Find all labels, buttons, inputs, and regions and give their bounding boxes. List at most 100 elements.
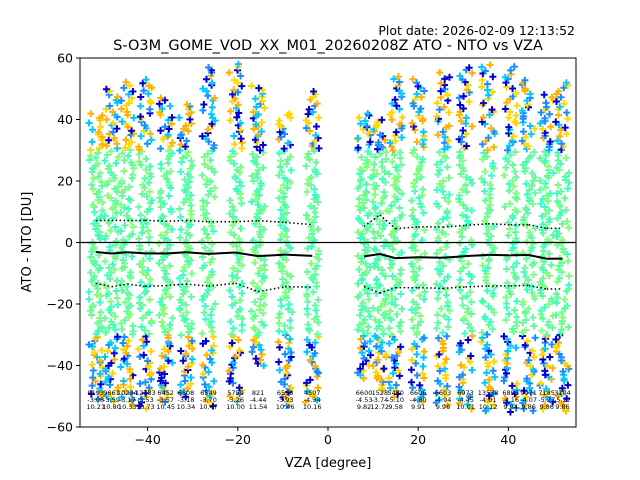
bin-std-label: 10.12 xyxy=(479,403,498,411)
data-point xyxy=(183,384,191,392)
data-point xyxy=(511,168,519,176)
data-point xyxy=(158,318,166,326)
data-point xyxy=(235,109,243,117)
bin-count-label: 5480 xyxy=(387,389,404,397)
data-point xyxy=(207,318,215,326)
data-point xyxy=(542,224,550,232)
data-point xyxy=(521,264,529,272)
y-tick-label: −60 xyxy=(47,420,73,435)
data-point xyxy=(486,190,494,198)
y-tick-label: 0 xyxy=(65,235,73,250)
data-point xyxy=(540,91,548,99)
data-point xyxy=(444,91,452,99)
data-point xyxy=(410,179,418,187)
data-point xyxy=(531,224,539,232)
data-point xyxy=(307,223,315,231)
data-point xyxy=(541,148,549,156)
data-point xyxy=(483,287,491,295)
data-point xyxy=(286,324,294,332)
data-point xyxy=(483,230,491,238)
data-point xyxy=(363,224,371,232)
data-point xyxy=(362,188,370,196)
data-point xyxy=(541,367,549,375)
data-point xyxy=(463,292,471,300)
data-point xyxy=(205,368,213,376)
data-point xyxy=(520,213,528,221)
data-point xyxy=(164,116,172,124)
data-point xyxy=(436,258,444,266)
data-point xyxy=(522,316,530,324)
bin-mean-label: -3.74 xyxy=(371,396,388,404)
data-point xyxy=(97,308,105,316)
data-point xyxy=(140,351,148,359)
bin-count-label: 6452 xyxy=(157,389,174,397)
data-point xyxy=(485,134,493,142)
bin-count-label: 6606 xyxy=(410,389,427,397)
data-point xyxy=(523,286,531,294)
data-point xyxy=(124,205,132,213)
data-point xyxy=(168,139,176,147)
data-point xyxy=(109,128,117,136)
data-point xyxy=(157,231,165,239)
data-point xyxy=(228,293,236,301)
data-point xyxy=(362,180,370,188)
data-point xyxy=(489,290,497,298)
data-point xyxy=(528,283,536,291)
data-point xyxy=(313,262,321,270)
data-point xyxy=(443,240,451,248)
data-point xyxy=(207,178,215,186)
data-point xyxy=(98,112,106,120)
data-point xyxy=(466,288,474,296)
data-point xyxy=(198,237,206,245)
data-point xyxy=(356,321,364,329)
data-point xyxy=(119,339,127,347)
data-point xyxy=(315,114,323,122)
data-point xyxy=(537,379,545,387)
data-point xyxy=(393,237,401,245)
data-point xyxy=(539,125,547,133)
data-point xyxy=(420,374,428,382)
data-point xyxy=(362,196,370,204)
data-point xyxy=(440,152,448,160)
data-point xyxy=(505,129,513,137)
data-point xyxy=(546,189,554,197)
data-point xyxy=(557,399,565,407)
data-point xyxy=(247,307,255,315)
data-point xyxy=(177,225,185,233)
data-point xyxy=(248,172,256,180)
data-point xyxy=(126,302,134,310)
data-point xyxy=(410,340,418,348)
data-point xyxy=(376,131,384,139)
bin-count-label: 6508 xyxy=(178,389,195,397)
data-point xyxy=(511,148,519,156)
data-point xyxy=(440,386,448,394)
data-point xyxy=(135,158,143,166)
data-point xyxy=(358,271,366,279)
std-lower-line-segment xyxy=(257,286,286,293)
data-point xyxy=(371,245,379,253)
data-point xyxy=(480,178,488,186)
data-point xyxy=(444,299,452,307)
data-point xyxy=(391,132,399,140)
data-point xyxy=(502,164,510,172)
data-point xyxy=(140,87,148,95)
data-point xyxy=(204,92,212,100)
data-point xyxy=(419,390,427,398)
data-point xyxy=(563,130,571,138)
data-point xyxy=(111,197,119,205)
mean-line-segment xyxy=(95,250,112,255)
data-point xyxy=(285,284,293,292)
data-point xyxy=(208,359,216,367)
data-point xyxy=(520,128,528,136)
data-point xyxy=(259,164,267,172)
x-tick-label: 20 xyxy=(410,432,426,447)
data-point xyxy=(543,331,551,339)
data-point xyxy=(260,301,268,309)
data-point xyxy=(258,318,266,326)
bin-mean-label: -4.45 xyxy=(457,396,474,404)
data-point xyxy=(354,252,362,260)
data-point xyxy=(198,296,206,304)
data-point xyxy=(513,250,521,258)
data-point xyxy=(229,325,237,333)
data-point xyxy=(363,163,371,171)
